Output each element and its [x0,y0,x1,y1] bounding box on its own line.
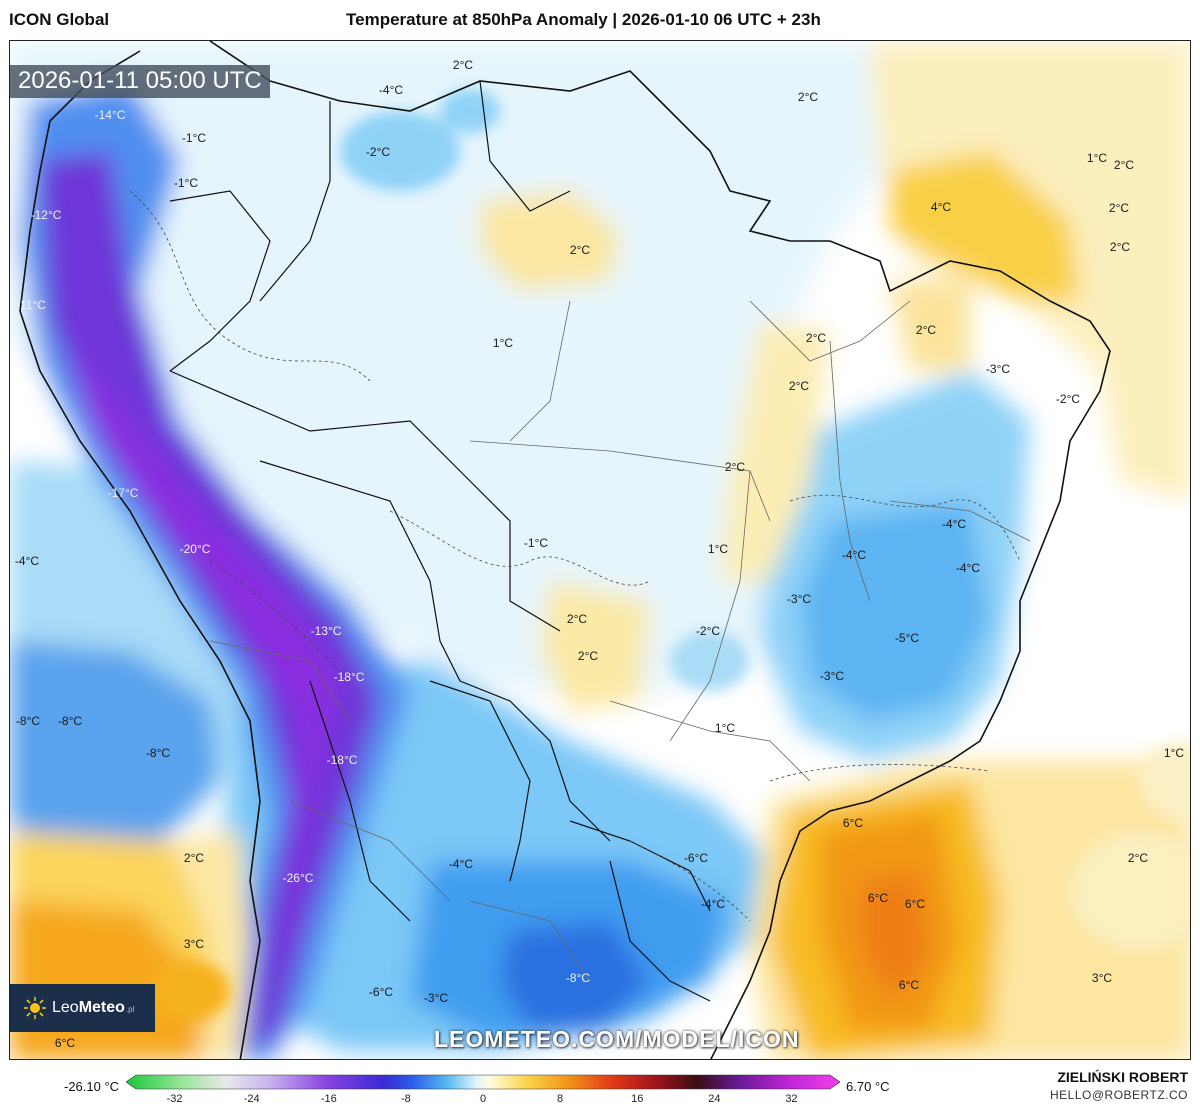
temperature-label: -20°C [179,542,211,556]
logo-text: LeoMeteo.pl [52,999,134,1017]
temperature-label: 2°C [1108,201,1130,215]
temperature-label: -18°C [333,670,365,684]
temperature-label: 3°C [1091,971,1113,985]
temperature-label: -4°C [941,517,967,531]
temperature-label: 6°C [867,891,889,905]
colorbar-tick-label: 16 [631,1093,644,1105]
logo-suffix: .pl [125,1005,135,1014]
temperature-label: -3°C [786,592,812,606]
temperature-label: -2°C [365,145,391,159]
temperature-label: -18°C [326,753,358,767]
temperature-label: 6°C [898,978,920,992]
leometeo-logo[interactable]: LeoMeteo.pl [10,984,155,1032]
temperature-label: 2°C [452,58,474,72]
colorbar-max-label: 6.70 °C [846,1079,890,1094]
temperature-label: 4°C [930,200,952,214]
temperature-label: 6°C [54,1036,76,1050]
temperature-label: -4°C [955,561,981,575]
colorbar-tick-label: -32 [166,1093,183,1105]
colorbar-tick-label: 32 [785,1093,798,1105]
temperature-label: -26°C [282,871,314,885]
colorbar-footer: -26.10 °C [0,1060,1200,1107]
colorbar-tick-label: 24 [708,1093,721,1105]
temperature-label: -13°C [310,624,342,638]
colorbar-tick-label: -24 [243,1093,260,1105]
temperature-label: -2°C [695,624,721,638]
author-contact[interactable]: HELLO@ROBERTZ.CO [1050,1088,1188,1102]
map-frame[interactable]: 2026-01-11 05:00 UTC 2°C -4°C -2°C -14°C -1°… [9,40,1191,1060]
temperature-label: 2°C [569,243,591,257]
temperature-anomaly-map[interactable] [10,41,1191,1060]
temperature-label: 1°C [707,542,729,556]
author-name: ZIELIŃSKI ROBERT [1057,1069,1188,1085]
temperature-label: -12°C [30,208,62,222]
temperature-label: -4°C [841,548,867,562]
temperature-label: 2°C [724,460,746,474]
temperature-label: -5°C [894,631,920,645]
temperature-label: -6°C [683,851,709,865]
temperature-label: 2°C [577,649,599,663]
temperature-label: -11°C [16,298,46,312]
logo-word-1: Leo [52,999,79,1016]
temperature-label: -8°C [57,714,83,728]
temperature-label: -2°C [1055,392,1081,406]
temperature-label: -1°C [523,536,549,550]
temperature-label: 2°C [805,331,827,345]
colorbar-tick-label: -8 [400,1093,411,1105]
sun-icon [24,997,46,1019]
colorbar [126,1074,840,1090]
temperature-label: -3°C [819,669,845,683]
temperature-label: -4°C [700,897,726,911]
temperature-label: 2°C [1127,851,1149,865]
valid-time-badge: 2026-01-11 05:00 UTC [10,65,270,98]
map-title: Temperature at 850hPa Anomaly | 2026-01-… [346,10,821,29]
temperature-label: 2°C [183,851,205,865]
temperature-label: -4°C [448,857,474,871]
temperature-label: -3°C [985,362,1011,376]
temperature-label: 2°C [797,90,819,104]
anomaly-detail-layer [150,89,1190,1021]
temperature-label: -8°C [15,714,41,728]
state-borders [209,300,1031,982]
temperature-label: 1°C [1086,151,1108,165]
header: ICON Global Temperature at 850hPa Anomal… [0,0,1200,40]
temperature-label: 6°C [842,816,864,830]
temperature-label: -8°C [565,971,591,985]
colorbar-tick-label: -16 [320,1093,337,1105]
temperature-label: -8°C [145,746,171,760]
temperature-label: -3°C [423,991,449,1005]
watermark: LEOMETEO.COM/MODEL/ICON [434,1026,800,1052]
temperature-label: 3°C [183,937,205,951]
temperature-label: -17°C [107,486,139,500]
country-borders [169,80,711,1002]
temperature-label: 2°C [788,379,810,393]
temperature-label: -1°C [181,131,207,145]
anomaly-fill-layer [10,41,1190,1059]
contour-lines [129,190,1021,922]
temperature-label: 1°C [714,721,736,735]
temperature-label: 2°C [1109,240,1131,254]
temperature-label: 2°C [566,612,588,626]
temperature-label: -4°C [378,83,404,97]
colorbar-tick-label: 8 [557,1093,564,1105]
colorbar-min-label: -26.10 °C [64,1079,120,1094]
temperature-label: 6°C [904,897,926,911]
model-name: ICON Global [9,10,110,29]
temperature-label: 2°C [1113,158,1135,172]
temperature-label: 1°C [1163,746,1185,760]
temperature-label: 2°C [915,323,937,337]
logo-word-2: Meteo [78,999,125,1016]
temperature-label: -6°C [368,985,394,999]
temperature-label: 1°C [492,336,514,350]
temperature-label: -4°C [14,554,40,568]
temperature-label: -14°C [94,108,126,122]
temperature-label: -1°C [173,176,199,190]
colorbar-tick-label: 0 [479,1093,487,1105]
